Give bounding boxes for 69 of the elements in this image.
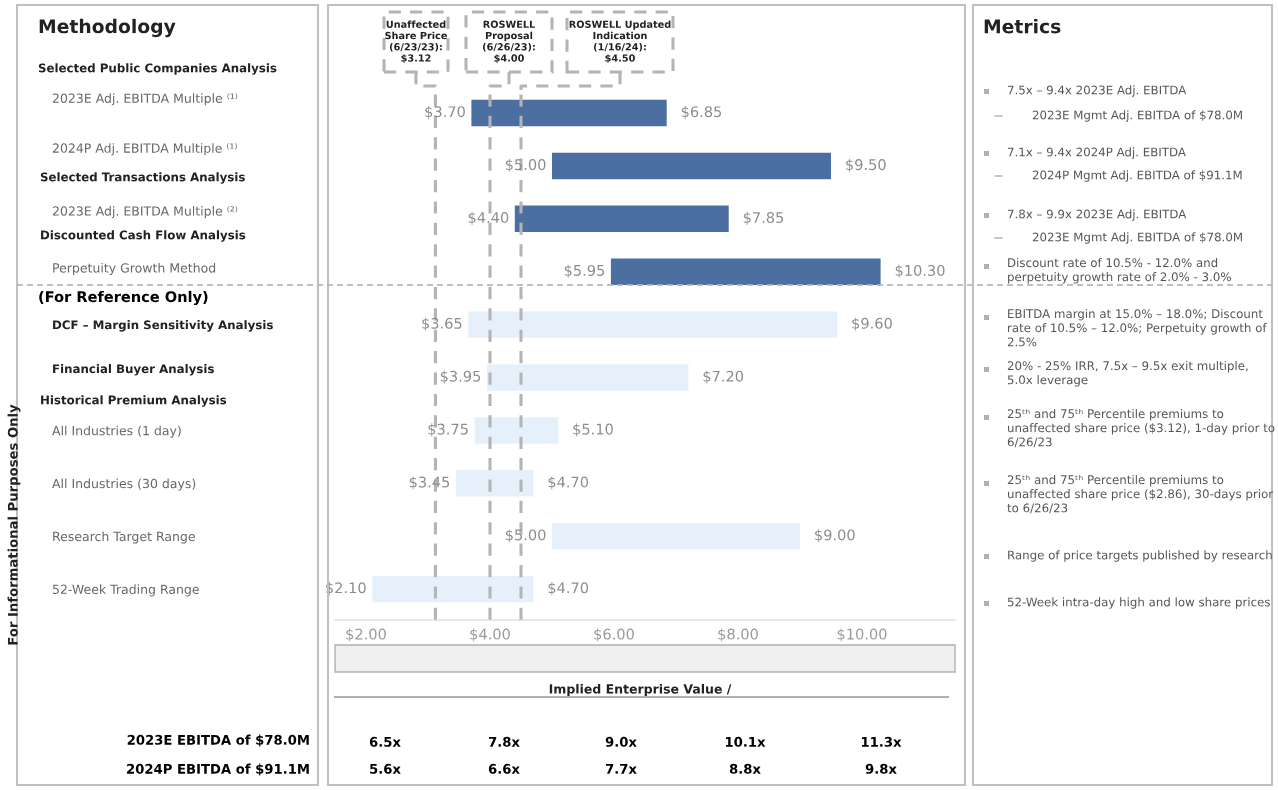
text: Selected Transactions Analysis [40, 172, 245, 184]
y-tick-label: Perpetuity Growth Method [53, 262, 216, 276]
text: 25ᵗʰ and 75ᵗʰ Percentile premiums to unaffected share price ($2.86), 30-days prior to 6/26/23 [1007, 475, 1274, 514]
text: 9.0x [605, 736, 637, 747]
text: Implied Enterprise Value / [549, 683, 732, 697]
text: Methodology [39, 18, 176, 38]
annotation: $10.30 [895, 264, 945, 278]
text: 7.8x [488, 736, 520, 747]
text: 2024P Mgmt Adj. EBITDA of $91.1M [1032, 170, 1242, 182]
y-tick-label: Research Target Range [53, 531, 195, 544]
annotation: $9.00 [815, 529, 855, 543]
x-tick-label: $2.00 [346, 628, 386, 642]
text: 8.8x [729, 763, 761, 774]
annotation: $5.95 [564, 264, 605, 278]
text: 7.5x – 9.4x 2023E Adj. EBITDA [1007, 85, 1187, 97]
annotation: $7.85 [743, 211, 784, 225]
text: 2023E Mgmt Adj. EBITDA of $78.0M [1032, 110, 1242, 122]
annotation: $3.95 [440, 370, 481, 384]
annotation: $6.85 [681, 105, 722, 120]
y-tick-label: 2024P Adj. EBITDA Multiple ⁽¹⁾ [52, 143, 237, 156]
annotation: $3.70 [425, 105, 465, 120]
text: 25ᵗʰ and 75ᵗʰ Percentile premiums to unaffected share price ($3.12), 1-day prior to 6/26/23 [1007, 409, 1275, 448]
y-tick-label: All Industries (1 day) [52, 425, 181, 438]
annotation: $4.40 [468, 211, 509, 225]
text: 6.5x [369, 736, 401, 747]
text: 7.8x – 9.9x 2023E Adj. EBITDA [1007, 209, 1187, 221]
annotation: $3.75 [428, 423, 468, 437]
annotation: $7.20 [703, 370, 744, 384]
text: 10.1x [725, 736, 766, 747]
y-tick-label: 2023E Adj. EBITDA Multiple ⁽¹⁾ [52, 93, 238, 106]
text: 2023E EBITDA of $78.0M [127, 734, 309, 747]
text: 2023E Mgmt Adj. EBITDA of $78.0M [1032, 232, 1242, 244]
annotation: $5.00 [505, 529, 546, 543]
text: EBITDA margin at 15.0% – 18.0%; Discount rate of 10.5% – 12.0%; Perpetuity growth of 2.5% [1007, 309, 1267, 347]
text: Metrics [984, 18, 1061, 34]
x-tick-label: $8.00 [718, 628, 758, 642]
text: Selected Public Companies Analysis [38, 63, 277, 75]
ref-line-label: Unaffected Share Price (6/23/23): $3.12 [385, 20, 447, 63]
text: 5.6x [370, 763, 401, 774]
annotation: $3.65 [422, 317, 462, 331]
text: 11.3x [861, 736, 902, 747]
annotation: $5.10 [573, 423, 613, 437]
annotation: $4.70 [548, 476, 589, 490]
text: 9.8x [865, 763, 897, 774]
ref-line-label: ROSWELL Proposal (6/26/23): $4.00 [482, 20, 535, 63]
text: 7.7x [605, 764, 637, 774]
text: Discount rate of 10.5% - 12.0% and perpetuity growth rate of 2.0% - 3.0% [1008, 258, 1231, 284]
x-tick-label: $4.00 [470, 628, 510, 642]
y-tick-label: 2023E Adj. EBITDA Multiple ⁽²⁾ [52, 206, 238, 219]
text: For Informational Purposes Only [7, 404, 21, 645]
x-tick-label: $10.00 [837, 628, 887, 642]
annotation: $9.60 [852, 317, 892, 331]
y-tick-label: All Industries (30 days) [52, 478, 196, 491]
y-tick-label: DCF – Margin Sensitivity Analysis [53, 320, 273, 332]
text: 52-Week intra-day high and low share prices [1007, 597, 1270, 609]
text: Historical Premium Analysis [41, 395, 227, 407]
text: 20% - 25% IRR, 7.5x – 9.5x exit multiple, 5.0x leverage [1007, 361, 1248, 387]
text: 2024P EBITDA of $91.1M [127, 763, 309, 776]
y-tick-label: Financial Buyer Analysis [53, 364, 214, 376]
text: Range of price targets published by research [1008, 550, 1272, 562]
text: 7.1x – 9.4x 2024P Adj. EBITDA [1007, 147, 1186, 159]
ref-line-label: ROSWELL Updated Indication (1/16/24): $4.50 [569, 20, 671, 63]
text: (For Reference Only) [39, 290, 208, 306]
text: Discounted Cash Flow Analysis [41, 230, 246, 242]
text: 6.6x [488, 763, 520, 774]
annotation: $4.70 [548, 582, 589, 596]
y-tick-label: 52-Week Trading Range [52, 584, 199, 597]
x-tick-label: $6.00 [594, 628, 634, 642]
annotation: $9.50 [846, 158, 886, 173]
